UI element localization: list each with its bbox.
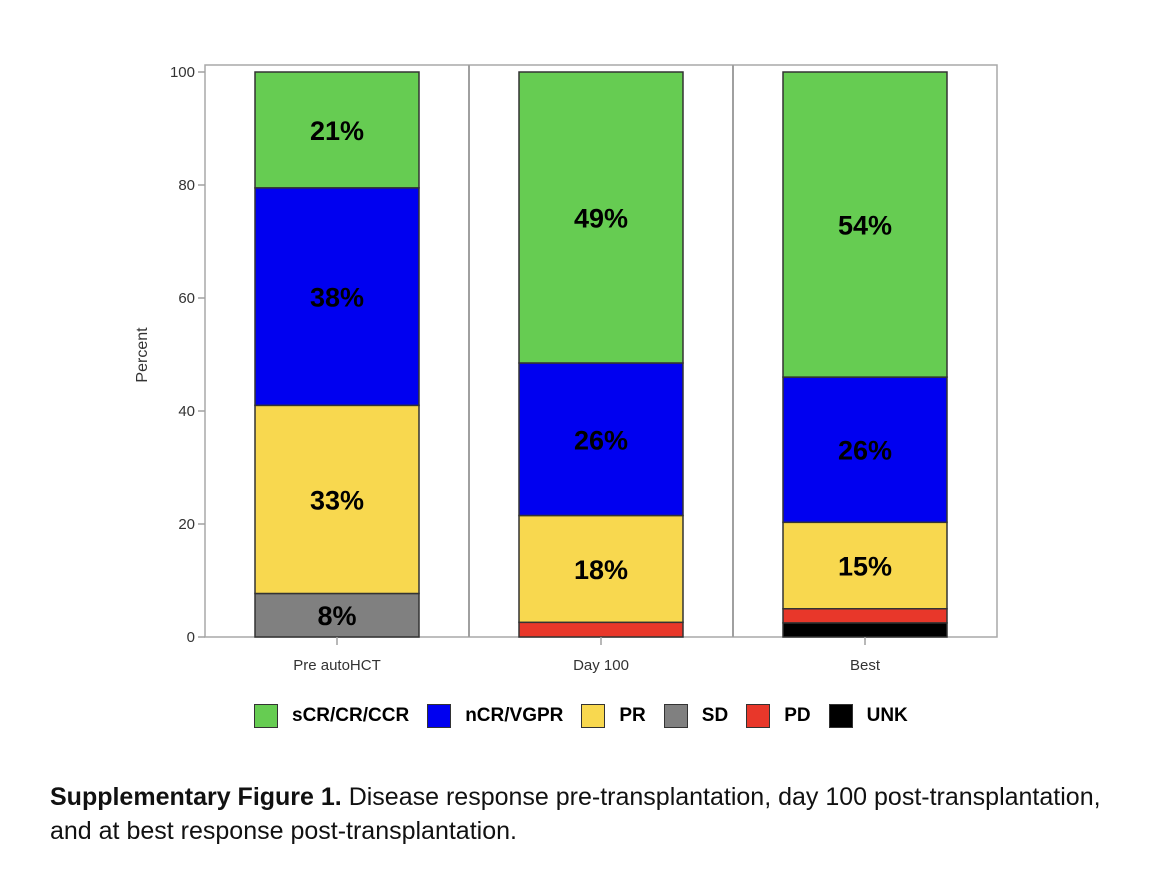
legend-label: nCR/VGPR <box>465 705 564 726</box>
legend-label: PR <box>619 705 646 726</box>
x-tick-label: Pre autoHCT <box>293 657 381 674</box>
y-tick-label: 80 <box>178 177 195 194</box>
bar-segment-unk <box>782 622 948 638</box>
legend-item: UNK <box>828 704 908 728</box>
data-label: 54% <box>838 211 892 241</box>
bar-segment-pd <box>518 621 684 638</box>
data-label: 26% <box>574 425 628 455</box>
figure-caption: Supplementary Figure 1. Disease response… <box>50 780 1140 848</box>
bar-segment-pd <box>782 608 948 624</box>
x-tick-label: Best <box>850 657 881 674</box>
legend-item: sCR/CR/CCR <box>254 704 409 728</box>
y-tick-label: 20 <box>178 516 195 533</box>
caption-text: Disease response pre-transplantation, da… <box>50 783 1101 845</box>
legend-swatch <box>254 704 278 728</box>
bar-segment-ncr-vgpr <box>782 376 948 524</box>
legend-swatch <box>663 704 688 728</box>
legend-item: PR <box>581 704 646 728</box>
legend-label: PD <box>784 705 811 726</box>
data-label: 26% <box>838 436 892 466</box>
bar-segment-ncr-vgpr <box>254 187 420 407</box>
y-tick-label: 100 <box>170 64 195 81</box>
bar-segment-sd <box>254 592 420 638</box>
data-label: 49% <box>574 203 628 233</box>
bars-group: 8% 33% 38% 21% 18% 26% 49% 15% 26% 54% <box>254 71 948 638</box>
y-tick-label: 0 <box>187 629 195 646</box>
y-axis-title: Percent <box>134 327 151 383</box>
legend-item: SD <box>663 704 729 728</box>
legend-label: sCR/CR/CCR <box>292 705 410 726</box>
legend-swatch <box>581 704 606 728</box>
legend-swatch <box>746 704 771 728</box>
bar-segment-pr <box>782 521 948 610</box>
legend-label: UNK <box>866 705 908 726</box>
x-tick-label: Day 100 <box>573 657 629 674</box>
y-tick-label: 40 <box>178 403 195 420</box>
bar-segment-scr-cr-ccr <box>782 71 948 378</box>
caption-label: Supplementary Figure 1. <box>50 783 342 811</box>
legend: sCR/CR/CCR nCR/VGPR PR SD PD UNK <box>254 704 926 728</box>
data-label: 15% <box>838 552 892 582</box>
data-label: 21% <box>310 116 364 146</box>
stacked-bar-chart: 8% 33% 38% 21% 18% 26% 49% 15% 26% 54% 0 20 40 60 80 1… <box>134 64 998 674</box>
legend-swatch <box>828 704 853 728</box>
y-axis: 0 20 40 60 80 100 <box>170 64 205 646</box>
bar-segment-pr <box>254 404 420 595</box>
y-tick-label: 60 <box>178 290 195 307</box>
data-label: 8% <box>317 601 356 631</box>
legend-label: SD <box>701 705 729 726</box>
x-axis: Pre autoHCT Day 100 Best <box>293 637 881 674</box>
legend-item: nCR/VGPR <box>427 704 563 728</box>
legend-item: PD <box>746 704 811 728</box>
data-label: 38% <box>310 283 364 313</box>
bar-segment-scr-cr-ccr <box>254 71 420 189</box>
legend-swatch <box>427 704 452 728</box>
data-label: 33% <box>310 485 364 515</box>
bar-segment-scr-cr-ccr <box>518 71 684 364</box>
data-label: 18% <box>574 555 628 585</box>
